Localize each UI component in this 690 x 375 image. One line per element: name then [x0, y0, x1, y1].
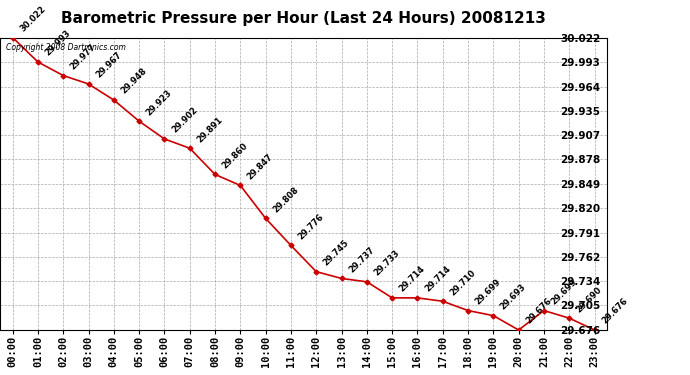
Text: 29.699: 29.699 [473, 277, 503, 306]
Text: 29.714: 29.714 [397, 264, 427, 294]
Text: 29.714: 29.714 [423, 264, 452, 294]
Text: 29.993: 29.993 [43, 29, 72, 58]
Text: 29.977: 29.977 [69, 42, 98, 71]
Text: 29.860: 29.860 [221, 141, 250, 170]
Text: 29.808: 29.808 [271, 185, 300, 214]
Text: Barometric Pressure per Hour (Last 24 Hours) 20081213: Barometric Pressure per Hour (Last 24 Ho… [61, 11, 546, 26]
Text: 29.902: 29.902 [170, 106, 199, 135]
Text: 29.699: 29.699 [549, 277, 579, 306]
Text: 29.776: 29.776 [297, 212, 326, 241]
Text: 29.847: 29.847 [246, 152, 275, 181]
Text: 29.733: 29.733 [373, 249, 402, 278]
Text: 29.710: 29.710 [448, 268, 477, 297]
Text: 29.891: 29.891 [195, 115, 224, 144]
Text: 29.690: 29.690 [575, 285, 604, 314]
Text: 29.676: 29.676 [524, 297, 553, 326]
Text: 29.948: 29.948 [119, 67, 148, 96]
Text: 29.676: 29.676 [600, 297, 629, 326]
Text: Copyright 2008 Dartronics.com: Copyright 2008 Dartronics.com [6, 44, 126, 52]
Text: 29.737: 29.737 [347, 245, 376, 274]
Text: 30.022: 30.022 [18, 4, 48, 33]
Text: 29.923: 29.923 [145, 88, 174, 117]
Text: 29.745: 29.745 [322, 238, 351, 267]
Text: 29.967: 29.967 [94, 51, 124, 80]
Text: 29.693: 29.693 [499, 282, 528, 312]
